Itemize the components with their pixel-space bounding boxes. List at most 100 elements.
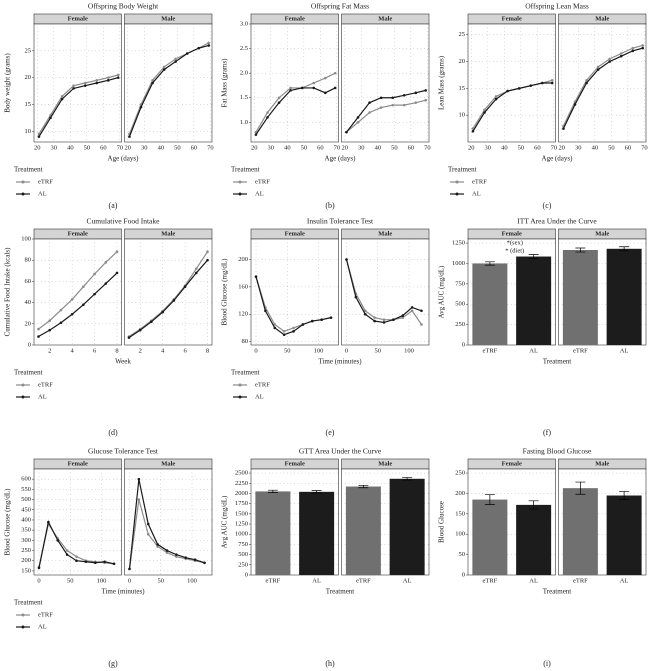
x-tick-label: 100 (314, 347, 324, 354)
bar (472, 263, 508, 345)
point (82, 303, 85, 307)
x-tick-label: AL (620, 577, 629, 584)
y-tick-label: 750 (238, 541, 248, 548)
y-tick-label: 0 (462, 341, 465, 348)
legend-label: eTRF (255, 178, 270, 185)
point (414, 101, 418, 104)
legend-label: AL (255, 393, 264, 400)
error-bar (528, 500, 539, 510)
chart-title: ITT Area Under the Curve (517, 217, 597, 226)
series-line (38, 77, 119, 137)
point (641, 46, 644, 50)
x-tick-label: 30 (51, 144, 58, 151)
point (483, 111, 486, 114)
legend-title: Treatment (231, 369, 260, 377)
legend-label: AL (255, 190, 264, 197)
point (277, 101, 281, 104)
x-tick-label: 20 (251, 144, 258, 151)
x-tick-label: 8 (206, 347, 209, 354)
panel-label: (f) (543, 428, 551, 437)
point (471, 129, 475, 133)
x-tick-label: 4 (161, 347, 165, 354)
x-tick-label: 70 (117, 144, 124, 151)
point (494, 97, 498, 101)
facet-label: Female (285, 460, 305, 467)
legend-label: AL (38, 623, 47, 630)
y-axis-label: Avg AUC (mg/dL) (221, 495, 229, 548)
x-tick-label: eTRF (265, 577, 280, 584)
point (363, 309, 367, 313)
x-tick-label: eTRF (356, 577, 371, 584)
series-line (255, 87, 336, 135)
error-bar (575, 481, 586, 495)
y-tick-label: 20 (25, 320, 32, 327)
y-tick-label: 2.0 (240, 70, 248, 77)
point (363, 312, 367, 316)
plot-area (250, 238, 339, 346)
series-line (255, 72, 336, 133)
plot-area (33, 238, 122, 346)
y-axis-label: Fat Mass (grams) (221, 58, 229, 108)
x-tick-label: eTRF (573, 347, 588, 354)
point (56, 539, 60, 542)
x-axis-label: Time (minutes) (101, 588, 145, 596)
x-tick-label: 40 (158, 144, 165, 151)
point (93, 292, 96, 296)
y-tick-label: 1250 (235, 521, 248, 528)
point (48, 328, 52, 332)
y-tick-label: 10 (25, 128, 32, 135)
x-tick-label: 70 (207, 144, 214, 151)
point (103, 560, 106, 564)
y-tick-label: 250 (455, 321, 465, 328)
x-tick-label: AL (529, 577, 538, 584)
point (414, 91, 418, 95)
annotation: *(sex) (507, 239, 523, 246)
point (312, 86, 316, 90)
point (162, 65, 166, 69)
error-bar (402, 477, 413, 481)
y-tick-label: 150 (455, 510, 465, 517)
plot-area (250, 23, 339, 143)
y-tick-label: 1000 (452, 260, 465, 267)
point (165, 551, 169, 554)
bar (516, 504, 552, 575)
x-tick-label: AL (312, 577, 321, 584)
y-tick-label: 250 (455, 470, 465, 477)
bar (299, 491, 335, 575)
x-axis-label: Week (115, 358, 131, 366)
point (138, 328, 142, 332)
x-tick-label: 100 (404, 347, 414, 354)
error-bar (484, 494, 495, 505)
x-tick-label: 0 (37, 577, 40, 584)
y-tick-label: 0 (28, 341, 31, 348)
x-tick-label: 50 (158, 577, 165, 584)
x-tick-label: eTRF (573, 577, 588, 584)
point (517, 87, 521, 90)
point (320, 318, 323, 321)
legend-label: eTRF (472, 178, 487, 185)
point (70, 298, 74, 301)
legend-swatch (238, 383, 242, 387)
facet-label: Female (502, 15, 522, 22)
point (266, 116, 269, 119)
point (194, 271, 198, 275)
y-tick-label: 3.0 (240, 20, 248, 27)
facet-label: Female (285, 230, 305, 237)
x-tick-label: 40 (592, 144, 599, 151)
point (174, 60, 177, 63)
plot-area (124, 468, 213, 576)
x-tick-label: 70 (641, 144, 648, 151)
chart-title: GTT Area Under the Curve (299, 447, 382, 456)
facet-label: Male (378, 15, 392, 22)
y-tick-label: 80 (25, 257, 32, 264)
point (368, 111, 371, 114)
legend-title: Treatment (14, 166, 43, 174)
point (183, 285, 187, 289)
chart-title: Glucose Tolerance Test (88, 447, 159, 456)
legend-title: Treatment (14, 369, 43, 377)
legend-swatch (21, 613, 25, 617)
point (310, 319, 314, 323)
point (83, 84, 87, 87)
point (550, 81, 554, 85)
legend-label: eTRF (255, 381, 270, 388)
